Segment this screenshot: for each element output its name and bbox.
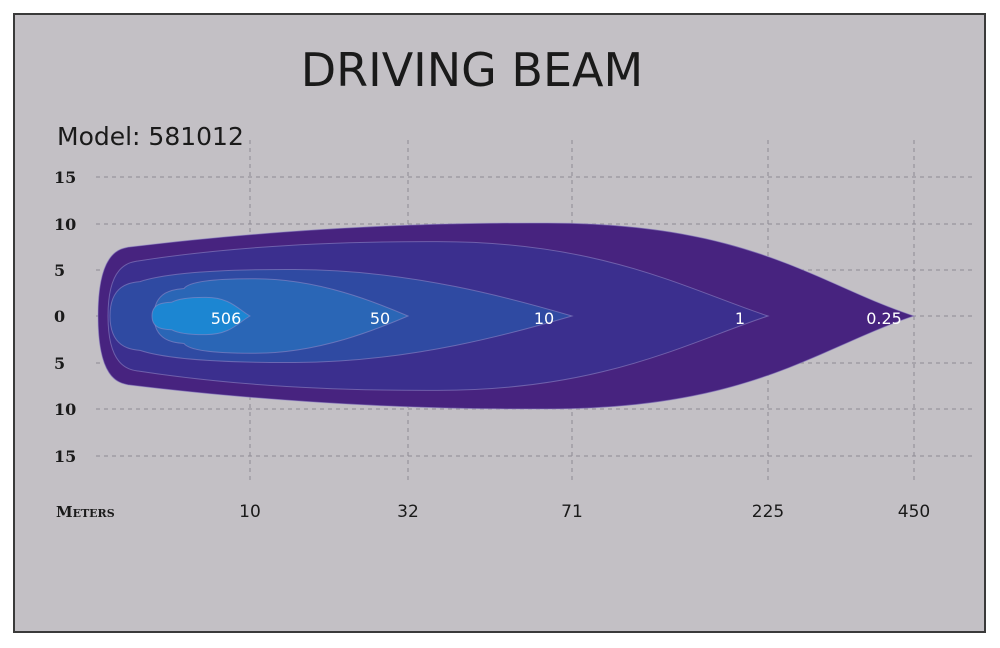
model-label: Model: 581012 bbox=[57, 122, 244, 151]
x-tick-label: 71 bbox=[561, 502, 583, 522]
y-tick-label: 0 bbox=[54, 307, 65, 326]
contour-labels: 0.25 1 10 50 506 bbox=[211, 309, 902, 328]
x-axis-label: Meters bbox=[56, 503, 115, 521]
beam-pattern bbox=[97, 222, 916, 410]
y-tick-label: 10 bbox=[54, 215, 76, 234]
x-tick-label: 32 bbox=[397, 502, 419, 522]
y-tick-label: 15 bbox=[54, 447, 76, 466]
chart-title: DRIVING BEAM bbox=[301, 43, 643, 97]
y-tick-label: 5 bbox=[54, 354, 65, 373]
x-tick-label: 10 bbox=[239, 502, 261, 522]
x-tick-label: 450 bbox=[898, 502, 930, 522]
beam-contour-506 bbox=[151, 296, 252, 336]
contour-value-label: 1 bbox=[735, 309, 745, 328]
y-tick-label: 10 bbox=[54, 400, 76, 419]
x-tick-label: 225 bbox=[752, 502, 784, 522]
y-tick-label: 15 bbox=[54, 168, 76, 187]
contour-value-label: 506 bbox=[211, 309, 242, 328]
x-axis-ticks: 10 32 71 225 450 bbox=[239, 502, 930, 522]
y-tick-label: 5 bbox=[54, 261, 65, 280]
beam-contour-50 bbox=[153, 278, 410, 354]
y-axis-ticks: 15 10 5 0 5 10 15 bbox=[54, 168, 76, 466]
contour-value-label: 50 bbox=[370, 309, 390, 328]
contour-value-label: 10 bbox=[534, 309, 554, 328]
contour-value-label: 0.25 bbox=[866, 309, 902, 328]
